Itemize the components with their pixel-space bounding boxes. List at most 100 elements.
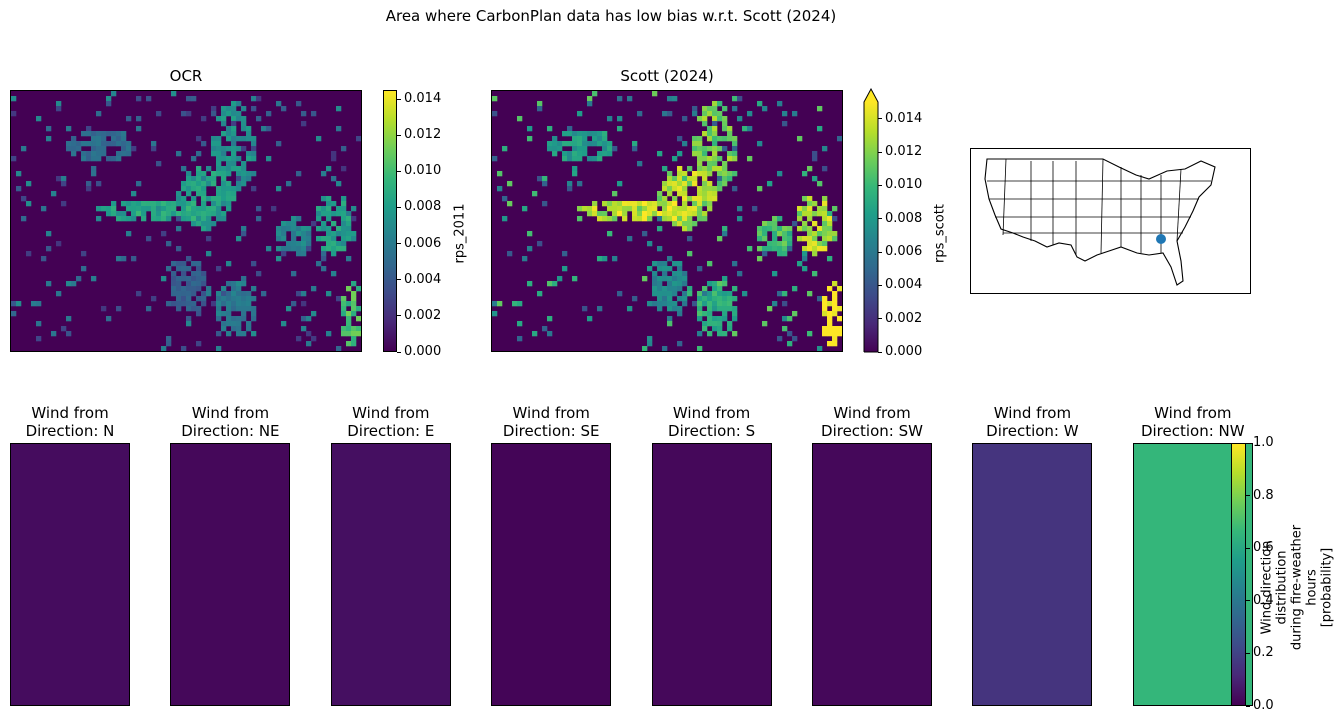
wind-panel-e: [330, 443, 451, 706]
heatmap-cell: [356, 326, 361, 332]
heatmap-cell: [732, 311, 738, 317]
heatmap-cell: [602, 131, 608, 137]
heatmap-cell: [221, 301, 227, 307]
heatmap-cell: [191, 306, 197, 312]
heatmap-cell: [667, 216, 673, 222]
heatmap-cell: [682, 276, 688, 282]
heatmap-cell: [617, 96, 623, 102]
heatmap-cell: [832, 311, 838, 317]
heatmap-cell: [802, 211, 808, 217]
heatmap-cell: [607, 141, 613, 147]
heatmap-cell: [201, 216, 207, 222]
heatmap-cell: [336, 206, 342, 212]
heatmap-cell: [211, 151, 217, 157]
heatmap-cell: [607, 231, 613, 237]
heatmap-cell: [577, 131, 583, 137]
heatmap-cell: [697, 311, 703, 317]
heatmap-cell: [667, 266, 673, 272]
heatmap-cell: [832, 341, 838, 347]
heatmap-cell: [136, 291, 142, 297]
heatmap-cell: [91, 151, 97, 157]
heatmap-cell: [146, 96, 152, 102]
heatmap-cell: [216, 171, 222, 177]
heatmap-cell: [817, 126, 823, 132]
heatmap-cell: [682, 221, 688, 227]
heatmap-cell: [251, 306, 257, 312]
heatmap-cell: [226, 106, 232, 112]
heatmap-cell: [817, 211, 823, 217]
heatmap-cell: [136, 181, 142, 187]
heatmap-cell: [602, 141, 608, 147]
heatmap-cell: [206, 226, 212, 232]
heatmap-cell: [186, 191, 192, 197]
heatmap-cell: [326, 331, 332, 337]
heatmap-cell: [241, 281, 247, 287]
heatmap-cell: [607, 201, 613, 207]
heatmap-cell: [176, 296, 182, 302]
heatmap-cell: [336, 246, 342, 252]
heatmap-cell: [832, 296, 838, 302]
heatmap-cell: [266, 246, 272, 252]
heatmap-cell: [171, 91, 177, 97]
heatmap-cell: [832, 291, 838, 297]
heatmap-cell: [592, 201, 598, 207]
heatmap-cell: [211, 141, 217, 147]
heatmap-cell: [782, 251, 788, 257]
heatmap-cell: [96, 141, 102, 147]
heatmap-cell: [176, 211, 182, 217]
heatmap-cell: [236, 181, 242, 187]
heatmap-cell: [772, 226, 778, 232]
heatmap-cell: [326, 216, 332, 222]
heatmap-cell: [667, 321, 673, 327]
heatmap-cell: [191, 261, 197, 267]
ocr-colorbar: [383, 90, 397, 352]
heatmap-cell: [602, 136, 608, 142]
heatmap-cell: [687, 176, 693, 182]
heatmap-cell: [231, 196, 237, 202]
heatmap-cell: [216, 216, 222, 222]
heatmap-cell: [206, 216, 212, 222]
heatmap-cell: [326, 201, 332, 207]
heatmap-cell: [351, 331, 357, 337]
heatmap-cell: [181, 186, 187, 192]
heatmap-cell: [837, 286, 842, 292]
heatmap-cell: [96, 131, 102, 137]
heatmap-cell: [216, 211, 222, 217]
heatmap-cell: [226, 171, 232, 177]
heatmap-cell: [732, 141, 738, 147]
heatmap-cell: [707, 306, 713, 312]
heatmap-cell: [832, 216, 838, 222]
heatmap-cell: [176, 191, 182, 197]
heatmap-cell: [321, 236, 327, 242]
heatmap-cell: [201, 196, 207, 202]
heatmap-cell: [36, 336, 42, 342]
heatmap-cell: [717, 156, 723, 162]
heatmap-cell: [812, 231, 818, 237]
heatmap-cell: [231, 146, 237, 152]
heatmap-cell: [702, 321, 708, 327]
heatmap-cell: [266, 156, 272, 162]
heatmap-cell: [241, 231, 247, 237]
heatmap-cell: [677, 216, 683, 222]
heatmap-cell: [817, 231, 823, 237]
wind-tick-mark: [1246, 495, 1250, 497]
heatmap-cell: [827, 256, 833, 262]
heatmap-cell: [246, 176, 252, 182]
heatmap-cell: [246, 156, 252, 162]
heatmap-cell: [667, 206, 673, 212]
heatmap-cell: [291, 301, 297, 307]
heatmap-cell: [281, 106, 287, 112]
heatmap-cell: [722, 171, 728, 177]
heatmap-cell: [196, 341, 202, 347]
heatmap-cell: [211, 201, 217, 207]
heatmap-cell: [602, 146, 608, 152]
heatmap-cell: [236, 236, 242, 242]
heatmap-cell: [677, 151, 683, 157]
heatmap-cell: [712, 286, 718, 292]
heatmap-cell: [251, 286, 257, 292]
heatmap-cell: [697, 211, 703, 217]
heatmap-cell: [176, 246, 182, 252]
heatmap-cell: [236, 291, 242, 297]
heatmap-cell: [752, 206, 758, 212]
heatmap-cell: [827, 311, 833, 317]
